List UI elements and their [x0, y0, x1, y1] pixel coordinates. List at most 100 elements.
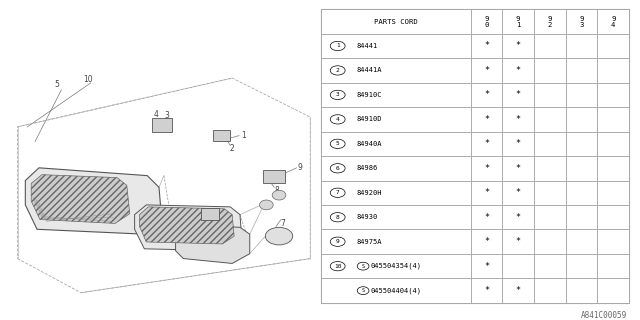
Bar	[534, 83, 566, 107]
Text: *: *	[516, 286, 520, 295]
Ellipse shape	[330, 261, 345, 271]
Bar	[502, 254, 534, 278]
Bar	[597, 132, 629, 156]
Text: 9: 9	[336, 239, 340, 244]
Text: 9
4: 9 4	[611, 16, 616, 28]
Text: 84441: 84441	[356, 43, 378, 49]
Bar	[502, 34, 534, 58]
Polygon shape	[175, 224, 250, 263]
Ellipse shape	[330, 188, 345, 197]
Ellipse shape	[357, 287, 369, 294]
Text: 10: 10	[334, 264, 341, 269]
Text: 9
3: 9 3	[579, 16, 584, 28]
Bar	[566, 229, 597, 254]
Text: 84940A: 84940A	[356, 141, 381, 147]
Ellipse shape	[330, 90, 345, 100]
Bar	[534, 254, 566, 278]
Bar	[566, 9, 597, 34]
Bar	[566, 254, 597, 278]
Text: 8: 8	[275, 186, 280, 195]
Bar	[321, 156, 470, 180]
Bar	[321, 9, 470, 34]
Bar	[534, 34, 566, 58]
Text: *: *	[484, 188, 489, 197]
Text: 6: 6	[210, 221, 215, 230]
Text: 5: 5	[336, 141, 340, 146]
Bar	[321, 132, 470, 156]
Bar	[470, 229, 502, 254]
Bar	[321, 83, 470, 107]
Text: *: *	[484, 115, 489, 124]
Bar	[470, 180, 502, 205]
Ellipse shape	[330, 115, 345, 124]
Bar	[502, 205, 534, 229]
Bar	[321, 180, 470, 205]
Text: *: *	[516, 66, 520, 75]
Text: *: *	[484, 90, 489, 100]
Ellipse shape	[330, 139, 345, 148]
Bar	[534, 58, 566, 83]
Text: *: *	[484, 286, 489, 295]
Ellipse shape	[259, 200, 273, 210]
Bar	[470, 205, 502, 229]
Bar	[534, 278, 566, 303]
Text: 84975A: 84975A	[356, 239, 381, 245]
Text: 2: 2	[230, 144, 234, 153]
Bar	[566, 278, 597, 303]
Text: 9
0: 9 0	[484, 16, 488, 28]
Bar	[470, 132, 502, 156]
Bar	[534, 9, 566, 34]
Text: 84910C: 84910C	[356, 92, 381, 98]
Text: *: *	[484, 237, 489, 246]
Text: 9: 9	[297, 163, 302, 172]
Text: *: *	[484, 262, 489, 271]
Bar	[502, 107, 534, 132]
Bar	[321, 229, 470, 254]
Text: *: *	[484, 164, 489, 173]
Bar	[321, 205, 470, 229]
Bar	[566, 34, 597, 58]
Text: 8: 8	[336, 215, 340, 220]
Bar	[264, 170, 285, 183]
Text: 3: 3	[336, 92, 340, 97]
Bar	[566, 107, 597, 132]
Text: *: *	[516, 42, 520, 51]
Text: 10: 10	[83, 75, 93, 84]
Text: *: *	[516, 237, 520, 246]
Bar	[566, 58, 597, 83]
Bar	[502, 132, 534, 156]
Bar	[470, 107, 502, 132]
Text: 4: 4	[336, 117, 340, 122]
Polygon shape	[26, 168, 162, 234]
Text: 84986: 84986	[356, 165, 378, 171]
Bar	[321, 278, 470, 303]
Ellipse shape	[330, 41, 345, 51]
Text: 045504354(4): 045504354(4)	[370, 263, 421, 269]
Text: 84930: 84930	[356, 214, 378, 220]
Bar	[597, 229, 629, 254]
Bar	[502, 9, 534, 34]
Bar	[470, 254, 502, 278]
Bar	[321, 9, 629, 303]
Text: 9
2: 9 2	[548, 16, 552, 28]
Text: 84441A: 84441A	[356, 68, 381, 73]
Ellipse shape	[266, 227, 292, 245]
Bar	[566, 83, 597, 107]
Text: 9
1: 9 1	[516, 16, 520, 28]
Bar	[321, 58, 470, 83]
Bar	[534, 132, 566, 156]
Bar	[597, 254, 629, 278]
Bar	[534, 107, 566, 132]
Bar	[321, 254, 470, 278]
Bar	[534, 156, 566, 180]
Polygon shape	[134, 205, 242, 251]
Bar	[470, 278, 502, 303]
Bar	[597, 156, 629, 180]
Ellipse shape	[272, 190, 286, 200]
Bar	[597, 34, 629, 58]
Bar	[502, 58, 534, 83]
Bar	[502, 180, 534, 205]
Text: *: *	[484, 66, 489, 75]
Text: *: *	[516, 90, 520, 100]
Bar	[534, 205, 566, 229]
